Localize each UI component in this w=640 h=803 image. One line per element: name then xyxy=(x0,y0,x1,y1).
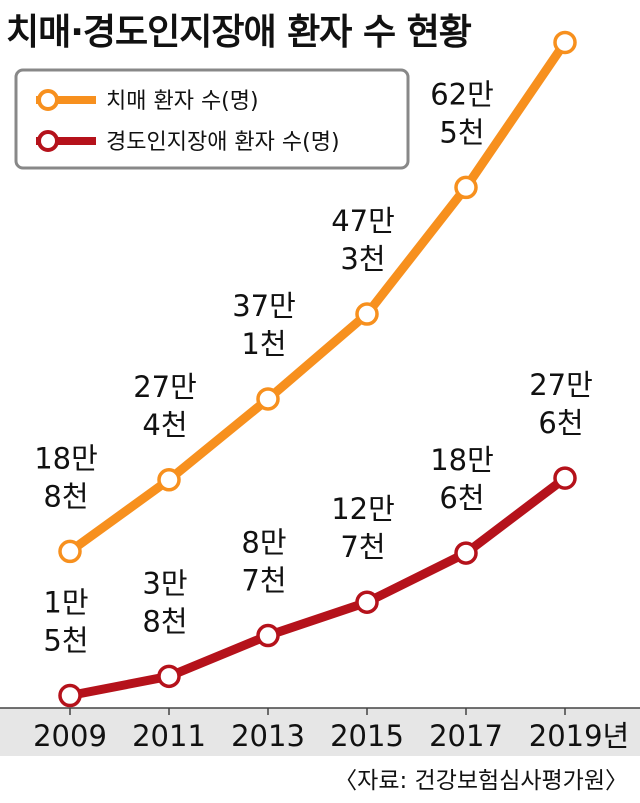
data-label-dementia: 8천 xyxy=(43,479,88,513)
data-label-mci: 27만 xyxy=(529,368,593,402)
legend-marker-dementia xyxy=(37,89,59,111)
data-label-mci: 7천 xyxy=(241,564,286,598)
data-label-dementia: 27만 xyxy=(133,370,197,404)
legend-box xyxy=(14,68,410,170)
data-point-mci xyxy=(256,623,280,648)
legend: 치매 환자 수(명) 경도인지장애 환자 수(명) xyxy=(14,68,410,170)
legend-marker-mci xyxy=(37,130,59,152)
series-line-dementia xyxy=(65,37,570,556)
data-label-dementia: 1천 xyxy=(241,327,286,361)
series-line-mci xyxy=(65,473,570,701)
data-label-dementia: 9천 xyxy=(538,0,583,4)
legend-label-dementia: 치매 환자 수(명) xyxy=(106,89,259,114)
data-point-dementia xyxy=(553,30,577,55)
data-label-mci: 7천 xyxy=(340,530,385,564)
data-label-mci: 18만 xyxy=(430,443,494,477)
data-label-dementia: 18만 xyxy=(34,441,98,475)
data-point-mci xyxy=(58,683,82,708)
source-note: 〈자료: 건강보험심사평가원〉 xyxy=(334,768,628,794)
data-label-mci: 8천 xyxy=(142,604,187,638)
x-tick-label: 2013 xyxy=(231,719,305,753)
data-label-mci: 12만 xyxy=(331,492,395,526)
data-label-mci: 8만 xyxy=(241,526,286,560)
data-point-dementia xyxy=(157,468,181,492)
legend-label-mci: 경도인지장애 환자 수(명) xyxy=(106,130,340,155)
data-point-mci xyxy=(454,541,478,565)
data-label-dementia: 62만 xyxy=(430,77,494,111)
data-label-dementia: 4천 xyxy=(142,408,187,442)
data-label-mci: 6천 xyxy=(538,406,583,440)
x-tick-label: 2009 xyxy=(33,719,107,753)
x-tick-label: 2015 xyxy=(330,719,404,753)
data-label-dementia: 5천 xyxy=(439,115,484,149)
x-tick-label: 2011 xyxy=(132,719,206,753)
data-label-dementia: 3천 xyxy=(340,242,385,276)
chart-title: 치매·경도인지장애 환자 수 현황 xyxy=(6,12,472,53)
data-label-mci: 3만 xyxy=(142,566,187,600)
x-axis-band xyxy=(0,708,640,756)
data-point-dementia xyxy=(58,539,82,564)
data-point-dementia xyxy=(256,387,280,411)
data-point-mci xyxy=(157,664,181,689)
data-label-dementia: 37만 xyxy=(232,289,296,323)
data-label-dementia: 47만 xyxy=(331,204,395,238)
data-point-dementia xyxy=(454,175,478,200)
data-point-dementia xyxy=(355,302,379,326)
data-point-mci xyxy=(553,466,577,490)
plot-area: 2009 2011 2013 2015 2017 2019년 18만 8천 27만 4천 37만 1천… xyxy=(0,0,640,756)
data-label-mci: 1만 xyxy=(43,586,88,620)
data-label-mci: 5천 xyxy=(43,624,88,658)
data-point-mci xyxy=(355,590,379,614)
x-tick-label: 2019년 xyxy=(529,719,629,753)
data-label-mci: 6천 xyxy=(439,481,484,515)
x-tick-label: 2017 xyxy=(429,719,503,753)
